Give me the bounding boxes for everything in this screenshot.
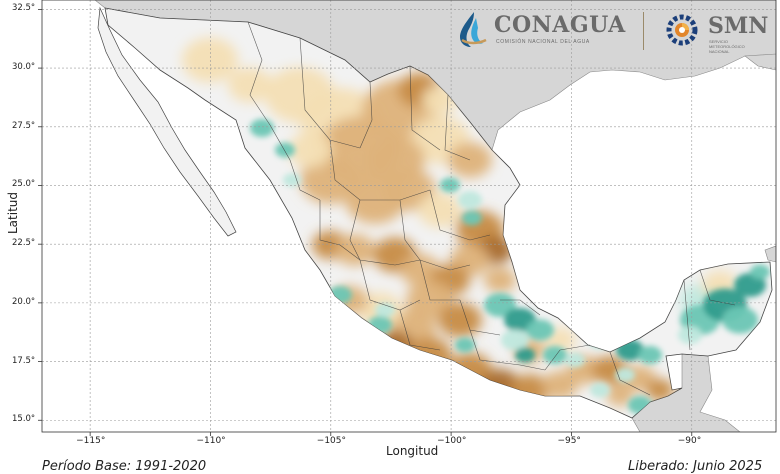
x-tick-label: −115° (76, 436, 106, 446)
dry-anomaly-patch (300, 156, 360, 204)
y-tick-label: 17.5° (12, 355, 36, 366)
water-drop-icon (460, 12, 487, 47)
state-border-line (544, 344, 591, 371)
dry-anomaly-patch (438, 302, 482, 338)
state-border-line (349, 199, 361, 261)
smn-logo: SMN SERVICIO METEOROLÓGICO NACIONAL (662, 10, 772, 54)
state-border-line (399, 309, 441, 351)
state-border-line (469, 329, 546, 371)
x-tick-label: −110° (196, 436, 226, 446)
release-date-label: Liberado: Junio 2025 (628, 459, 763, 474)
wet-anomaly-patch (484, 293, 516, 317)
state-border-line (409, 65, 441, 151)
florida-landmass (744, 53, 776, 71)
x-tick-label: −95° (557, 436, 581, 446)
y-tick-label: 27.5° (12, 120, 36, 131)
wet-anomaly-patch (458, 191, 482, 209)
wet-anomaly-patch (543, 346, 567, 364)
wet-anomaly-patch (638, 346, 662, 364)
wet-anomaly-patch (615, 367, 635, 383)
conagua-subtitle: COMISIÓN NACIONAL DEL AGUA (496, 39, 590, 45)
dry-anomaly-patch (288, 132, 332, 168)
state-border-line (269, 124, 321, 201)
dry-anomaly-patch (484, 267, 516, 293)
smn-subtitle: SERVICIO METEOROLÓGICO NACIONAL (709, 39, 745, 54)
wet-anomaly-patch (375, 302, 395, 318)
wet-anomaly-patch (590, 382, 610, 398)
map-frame (41, 0, 777, 433)
y-axis-label: Latitud (6, 191, 21, 235)
axis-ticks (38, 8, 693, 436)
state-border-line (247, 21, 271, 126)
conagua-name: CONAGUA (494, 12, 626, 38)
dry-anomaly-patch (542, 370, 578, 400)
state-border-line (399, 199, 421, 261)
state-border-line (359, 81, 373, 149)
wet-anomaly-patch (455, 337, 475, 353)
graticule (42, 0, 776, 432)
dry-anomaly-patch (228, 67, 272, 103)
state-border-line (319, 200, 341, 246)
y-tick-label: 25.0° (12, 179, 36, 190)
x-tick-label: −90° (677, 436, 702, 446)
wet-anomaly-patch (275, 142, 295, 158)
wet-anomaly-patch (440, 177, 460, 193)
dry-anomaly-patch (646, 378, 674, 402)
wet-anomaly-patch (501, 329, 529, 351)
y-tick-label: 22.5° (12, 238, 36, 249)
state-border-line (500, 299, 541, 316)
state-border-line (609, 351, 651, 396)
state-border-line (699, 269, 736, 306)
wet-anomaly-patch (515, 347, 535, 363)
logo-divider (643, 12, 644, 50)
state-border-line (299, 37, 361, 149)
state-border-line (419, 259, 460, 301)
dry-anomaly-patch (418, 192, 462, 228)
state-border-line (444, 94, 471, 161)
dry-anomaly-patch (606, 383, 634, 407)
gear-icon (666, 14, 698, 46)
y-tick-label: 30.0° (12, 62, 36, 73)
state-border-line (683, 279, 691, 351)
wet-anomaly-patch (678, 326, 702, 344)
x-tick-label: −105° (316, 436, 347, 446)
base-period-label: Período Base: 1991-2020 (42, 459, 207, 474)
conagua-logo: CONAGUA COMISIÓN NACIONAL DEL AGUA (456, 10, 636, 50)
wet-anomaly-patch (750, 264, 770, 280)
wet-anomaly-patch (565, 352, 585, 368)
x-axis-label: Longitud (386, 444, 439, 458)
y-tick-label: 15.0° (12, 414, 36, 425)
y-tick-label: 32.5° (12, 3, 36, 14)
state-border-line (359, 259, 421, 311)
state-borders (247, 21, 736, 396)
wet-anomaly-patch (283, 173, 301, 187)
smn-name: SMN (708, 13, 769, 39)
dry-anomaly-patch (182, 37, 238, 83)
baja-california-peninsula (97, 6, 237, 237)
wet-anomaly-patch (462, 210, 482, 226)
cuba-landmass (764, 245, 776, 263)
wet-anomaly-patch (526, 319, 554, 341)
state-border-line (429, 189, 491, 241)
x-tick-label: −100° (437, 436, 467, 446)
wet-anomaly-patch (722, 306, 758, 334)
y-tick-label: 20.0° (12, 296, 36, 307)
state-border-line (339, 244, 471, 271)
wet-anomaly-patch (250, 119, 274, 137)
